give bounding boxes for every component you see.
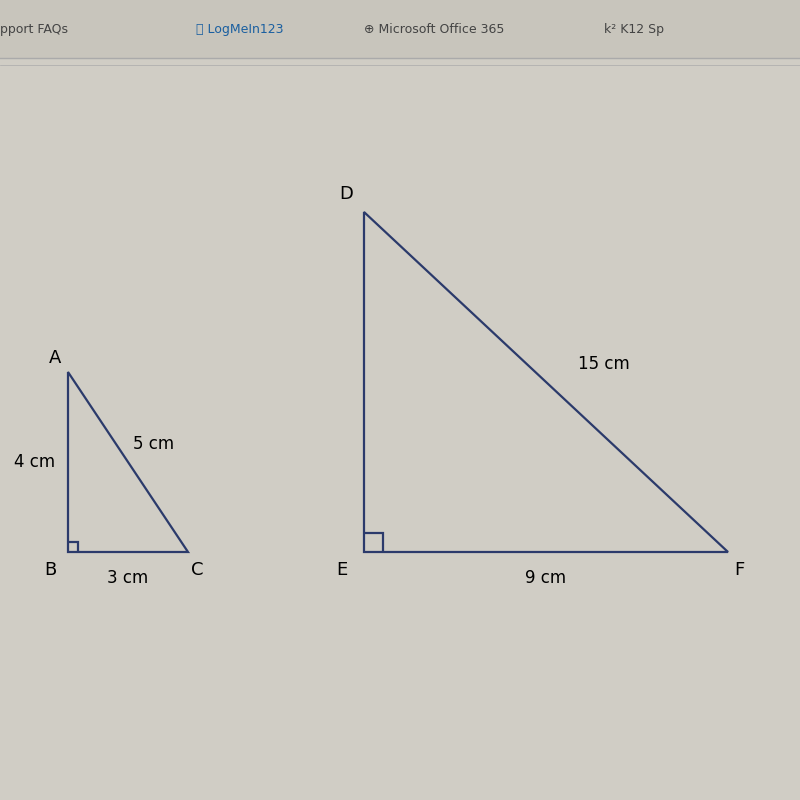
Text: D: D xyxy=(339,186,354,203)
Text: ➕ LogMeIn123: ➕ LogMeIn123 xyxy=(196,22,283,36)
Text: 9 cm: 9 cm xyxy=(526,569,566,586)
Text: 5 cm: 5 cm xyxy=(133,435,174,454)
Text: 15 cm: 15 cm xyxy=(578,355,630,374)
Text: ⊕ Microsoft Office 365: ⊕ Microsoft Office 365 xyxy=(364,22,504,36)
Text: 3 cm: 3 cm xyxy=(107,569,149,586)
Text: 4 cm: 4 cm xyxy=(14,453,55,471)
Bar xyxy=(0,0,800,58)
Text: A: A xyxy=(49,349,62,366)
Text: E: E xyxy=(336,561,347,578)
Text: F: F xyxy=(734,561,744,578)
Text: C: C xyxy=(191,561,204,578)
Text: k² K12 Sp: k² K12 Sp xyxy=(604,22,664,36)
Text: pport FAQs: pport FAQs xyxy=(0,22,68,36)
Text: B: B xyxy=(44,561,57,578)
